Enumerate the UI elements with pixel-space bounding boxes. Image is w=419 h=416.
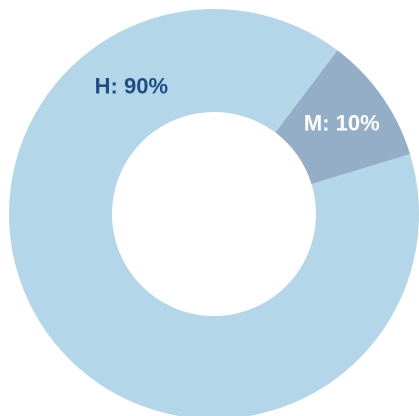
- donut-slices: [9, 9, 419, 416]
- slice-h: [9, 9, 419, 416]
- slice-label-m: M: 10%: [304, 110, 380, 135]
- slice-m: [275, 50, 411, 185]
- donut-labels: M: 10% H: 90%: [95, 74, 380, 136]
- slice-label-h: H: 90%: [95, 74, 168, 99]
